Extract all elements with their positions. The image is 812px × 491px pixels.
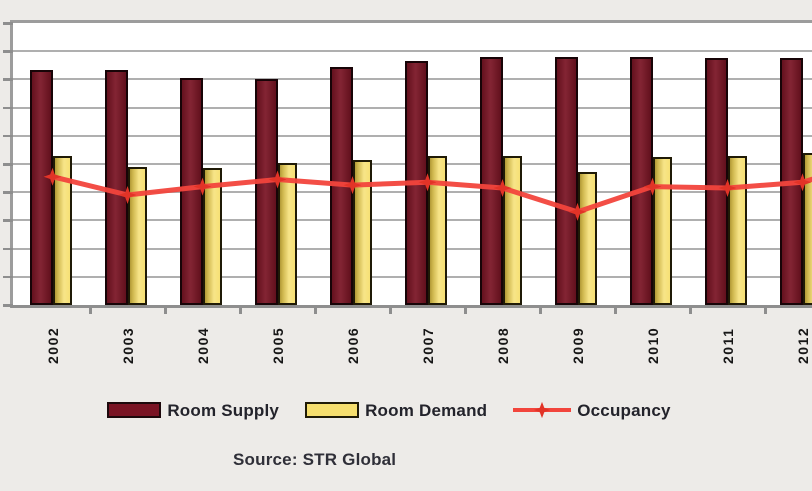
x-axis-tick: [314, 306, 317, 314]
room-supply-swatch-icon: [107, 402, 162, 418]
bar-room-supply-2006: [329, 66, 353, 305]
legend-item-room-demand: Room Demand: [305, 402, 487, 419]
x-axis-label-2003: 2003: [119, 326, 136, 364]
bar-room-demand-2010: [652, 156, 672, 305]
x-axis-tick: [464, 306, 467, 314]
bar-room-demand-2008: [502, 155, 522, 305]
bar-room-demand-2007: [427, 155, 447, 305]
legend-label-room-supply: Room Supply: [167, 400, 280, 420]
bar-room-demand-2004: [202, 168, 222, 305]
x-axis-tick: [689, 306, 692, 314]
x-axis-label-2010: 2010: [644, 326, 661, 364]
occupancy-marker-icon: [534, 401, 551, 419]
bar-room-supply-2012: [779, 58, 803, 305]
x-axis-tick: [389, 306, 392, 314]
x-axis-tick: [764, 306, 767, 314]
legend-item-room-supply: Room Supply: [107, 402, 279, 419]
y-axis-tick: [3, 191, 13, 194]
bar-room-supply-2010: [629, 56, 653, 305]
y-axis-tick: [3, 304, 13, 307]
bar-room-supply-2003: [104, 69, 128, 305]
bar-room-demand-2005: [277, 162, 297, 305]
y-axis-tick: [3, 50, 13, 53]
bar-room-supply-2005: [254, 79, 278, 305]
x-axis-label-2012: 2012: [794, 326, 811, 364]
x-axis-label-2007: 2007: [419, 326, 436, 364]
bar-room-demand-2012: [802, 152, 812, 305]
legend-label-room-demand: Room Demand: [365, 400, 488, 420]
source-caption: Source: STR Global: [233, 450, 397, 469]
x-axis-label-2002: 2002: [44, 326, 61, 364]
y-axis-tick: [3, 134, 13, 138]
x-axis-tick: [164, 306, 167, 314]
x-axis-tick: [89, 306, 92, 314]
bar-room-demand-2009: [577, 172, 597, 305]
x-axis-label-2011: 2011: [719, 327, 736, 364]
bar-room-supply-2011: [704, 58, 728, 305]
y-axis-tick: [3, 22, 13, 25]
bar-room-demand-2003: [127, 166, 147, 305]
bar-room-demand-2002: [52, 155, 72, 305]
room-demand-swatch-icon: [305, 402, 360, 418]
y-axis-tick: [3, 219, 13, 222]
bar-room-demand-2011: [727, 155, 747, 305]
bar-room-supply-2007: [404, 61, 428, 305]
gridline: [13, 50, 812, 53]
x-axis-tick: [239, 306, 242, 314]
x-axis-label-2008: 2008: [494, 326, 511, 364]
bar-room-supply-2008: [479, 56, 503, 305]
bar-room-supply-2009: [554, 56, 578, 305]
plot-area: [10, 20, 812, 308]
x-axis-label-2006: 2006: [344, 326, 361, 364]
x-axis-tick: [614, 306, 617, 314]
y-axis-tick: [3, 247, 13, 251]
bar-room-demand-2006: [352, 159, 372, 305]
x-axis-tick: [539, 306, 542, 314]
chart-legend: Room Supply Room Demand Occupancy: [0, 401, 778, 419]
x-axis-label-2005: 2005: [269, 326, 286, 364]
y-axis-tick: [3, 275, 13, 279]
y-axis-tick: [3, 106, 13, 110]
y-axis-tick: [3, 163, 13, 166]
bar-room-supply-2004: [179, 78, 203, 305]
bar-room-supply-2002: [29, 69, 53, 305]
y-axis-tick: [3, 78, 13, 81]
occupancy-line-icon: [513, 401, 572, 419]
legend-label-occupancy: Occupancy: [577, 400, 671, 420]
legend-item-occupancy: Occupancy: [513, 401, 670, 419]
x-axis-label-2004: 2004: [194, 326, 211, 364]
x-axis-label-2009: 2009: [569, 326, 586, 364]
